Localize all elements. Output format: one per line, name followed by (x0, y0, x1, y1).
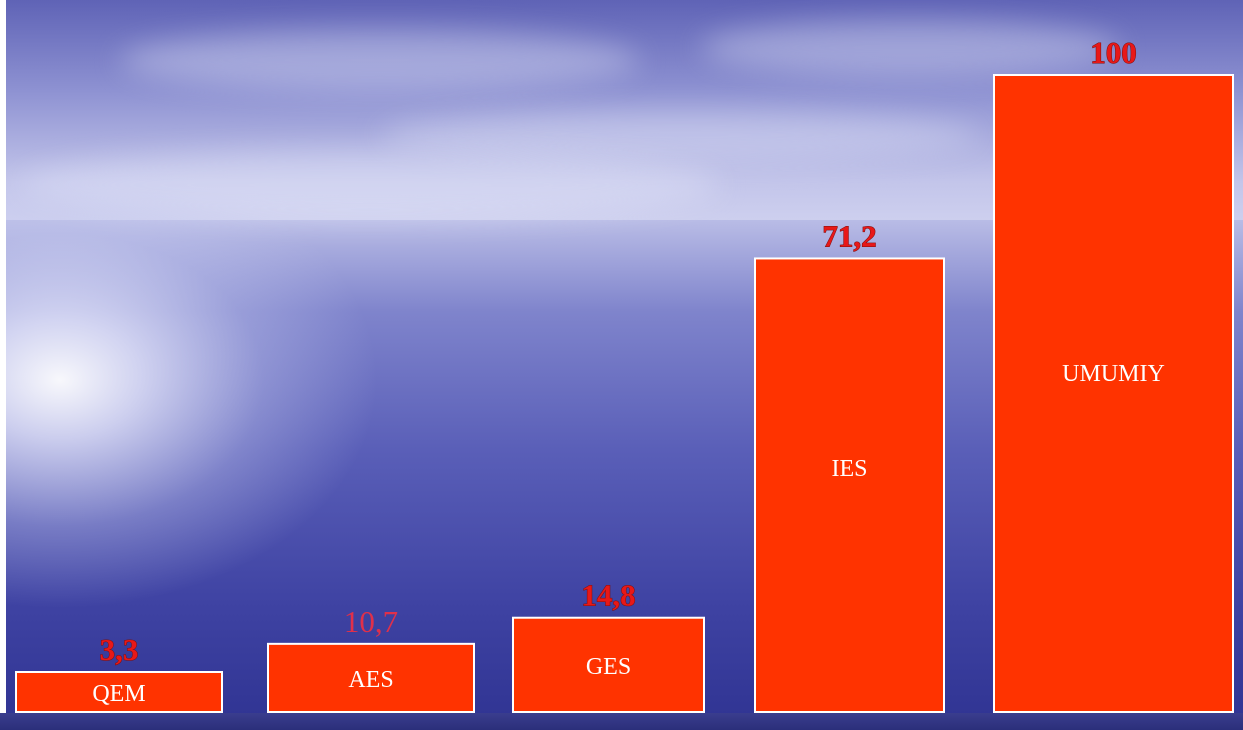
bar-category-label: UMUMIY (1062, 361, 1165, 387)
bar-category-label: IES (832, 456, 868, 482)
bar-ies (754, 257, 945, 713)
bar-category-label: GES (586, 654, 631, 680)
bar-value-label: 10,7 (344, 604, 398, 639)
cloud (700, 20, 1120, 75)
bar-category-label: QEM (92, 681, 145, 707)
bar-value-label: 14,8 (581, 578, 635, 613)
bar-value-label: 3,3 (100, 632, 139, 667)
cloud (120, 30, 640, 90)
bar-value-label: 71,2 (822, 218, 876, 253)
slide-left-edge (0, 0, 6, 730)
bar-umumiy (993, 74, 1234, 713)
bar-ges (512, 616, 705, 713)
slide-bottom-edge (0, 713, 1243, 730)
bar-aes (267, 642, 475, 713)
cloud (380, 110, 980, 160)
bar-category-label: AES (348, 667, 393, 693)
bar-value-label: 100 (1090, 35, 1137, 70)
sun-glow (0, 150, 380, 610)
bar-qem (15, 671, 223, 713)
